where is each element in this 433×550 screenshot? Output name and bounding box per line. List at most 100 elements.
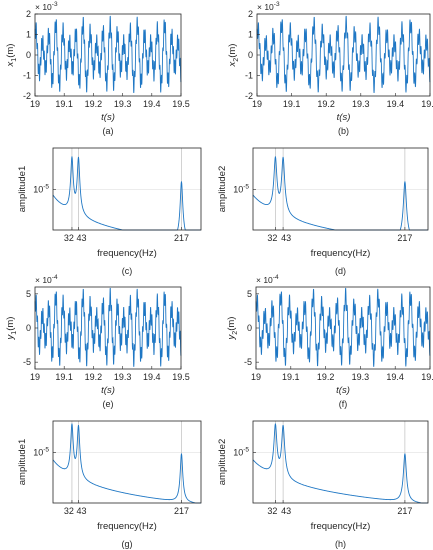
x-tick-label: 19.2	[317, 372, 335, 382]
x-tick-label: 19.3	[114, 99, 132, 109]
response-line	[255, 287, 431, 367]
spectrum-line	[252, 156, 428, 231]
x-axis-label: frequency(Hz)	[97, 521, 157, 532]
spectrum-line	[52, 423, 201, 504]
multiplier-base: × 10	[257, 2, 274, 12]
x-tick-label: 19.5	[421, 99, 433, 109]
multiplier-exponent: -4	[52, 274, 58, 281]
y-tick-base: 10	[233, 185, 243, 195]
x-tick-label: 19.5	[172, 372, 190, 382]
spectrum-line	[252, 423, 428, 504]
panel-b: -2 -1 0 1 2 19 19.1 19.2 19.3 19.4 19.5 × 10-3 t(s) x…	[227, 1, 433, 136]
y-label-unit: (m)	[226, 317, 237, 331]
x-tick-label: 43	[281, 506, 291, 516]
y-axis-label: amplitude2	[217, 439, 228, 485]
response-line	[256, 15, 431, 93]
x-tick-label: 19.5	[421, 372, 433, 382]
panel-a: -2 -1 0 1 2 19 19.1 19.2 19.3 19.4 19.5 × 10-3 t(s) x…	[5, 1, 190, 136]
x-tick-label: 19.3	[352, 99, 370, 109]
x-tick-label: 19.2	[317, 99, 335, 109]
x-tick-label: 19	[252, 99, 262, 109]
y-tick-label: 5	[26, 289, 31, 299]
y-label-subscript: 1	[11, 331, 18, 335]
panel-h: 10-5 32 43 217 frequency(Hz) amplitude2 (h)	[217, 420, 429, 549]
x-tick-label: 43	[76, 233, 86, 243]
axes-box	[52, 420, 202, 504]
y-label-unit: (m)	[5, 317, 16, 331]
y-tick-label: 1	[248, 30, 253, 40]
x-tick-label: 19.4	[143, 372, 161, 382]
axes-box	[52, 147, 202, 231]
y-tick-label: -5	[244, 357, 252, 367]
x-tick-label: 19.2	[85, 372, 103, 382]
y-label-unit: (m)	[227, 44, 238, 58]
y-axis-label: amplitude2	[217, 166, 228, 212]
multiplier-exponent: -3	[274, 1, 280, 8]
panel-caption: (h)	[335, 539, 346, 549]
x-tick-label: 19.4	[387, 99, 405, 109]
panel-caption: (g)	[122, 539, 133, 549]
y-tick-label: -1	[245, 71, 253, 81]
y-tick-label: -5	[23, 357, 31, 367]
x-tick-label: 217	[397, 233, 412, 243]
x-axis-label: frequency(Hz)	[311, 248, 371, 259]
y-tick-exponent: -5	[243, 184, 249, 191]
x-tick-label: 43	[76, 506, 86, 516]
axes-box	[252, 147, 429, 231]
axis-multiplier: × 10-3	[257, 1, 280, 12]
y-tick-exponent: -5	[243, 447, 249, 454]
multiplier-exponent: -3	[52, 1, 58, 8]
multiplier-exponent: -4	[273, 274, 279, 281]
multiplier-base: × 10	[256, 275, 273, 285]
x-tick-label: 19.4	[386, 372, 404, 382]
x-tick-label: 19.1	[55, 99, 73, 109]
x-tick-label: 217	[397, 506, 412, 516]
y-label-symbol: y	[5, 333, 16, 340]
x-tick-label: 19.3	[114, 372, 132, 382]
panel-caption: (f)	[339, 399, 348, 409]
panel-caption: (b)	[338, 126, 349, 136]
y-label-subscript: 2	[232, 331, 239, 335]
y-tick-label: 1	[26, 30, 31, 40]
x-axis-label: frequency(Hz)	[97, 248, 157, 259]
panel-caption: (e)	[103, 399, 114, 409]
response-line	[34, 287, 182, 367]
panel-f: -5 0 5 19 19.1 19.2 19.3 19.4 19.5 × 10-4 t(s) y2(m…	[226, 274, 433, 409]
y-tick-label: 2	[26, 9, 31, 19]
axes-box	[252, 420, 429, 504]
x-tick-label: 217	[174, 233, 189, 243]
x-tick-label: 32	[267, 233, 277, 243]
y-tick-label: 10-5	[233, 447, 249, 458]
x-tick-label: 19.4	[143, 99, 161, 109]
x-tick-label: 19.3	[352, 372, 370, 382]
panel-d: 10-5 32 43 217 frequency(Hz) amplitude2 (d)	[217, 147, 429, 276]
multiplier-base: × 10	[35, 275, 52, 285]
x-tick-label: 19.2	[85, 99, 103, 109]
y-tick-base: 10	[33, 185, 43, 195]
y-tick-label: 10-5	[33, 184, 49, 195]
panel-e: -5 0 5 19 19.1 19.2 19.3 19.4 19.5 × 10-4 t(s) y1(m…	[5, 274, 190, 409]
y-label-subscript: 1	[11, 58, 18, 62]
panel-g: 10-5 32 43 217 frequency(Hz) amplitude1 (g)	[17, 420, 202, 549]
y-tick-label: 10-5	[233, 184, 249, 195]
y-tick-label: -1	[23, 71, 31, 81]
axis-multiplier: × 10-4	[256, 274, 279, 285]
panel-caption: (a)	[103, 126, 114, 136]
x-axis-label: t(s)	[101, 385, 115, 396]
x-axis-label: frequency(Hz)	[311, 521, 371, 532]
y-tick-label: 0	[26, 323, 31, 333]
x-tick-label: 32	[64, 233, 74, 243]
x-tick-label: 19	[251, 372, 261, 382]
y-label-unit: (m)	[5, 44, 16, 58]
x-axis-label: t(s)	[337, 112, 351, 123]
x-axis-label: t(s)	[101, 112, 115, 123]
x-tick-label: 19.5	[172, 99, 190, 109]
y-axis-label: y2(m)	[226, 317, 239, 341]
y-axis-label: x2(m)	[227, 44, 240, 68]
y-axis-label: amplitude1	[17, 439, 28, 485]
x-tick-label: 217	[174, 506, 189, 516]
x-tick-label: 19.1	[282, 372, 300, 382]
x-tick-label: 32	[64, 506, 74, 516]
x-tick-label: 32	[267, 506, 277, 516]
